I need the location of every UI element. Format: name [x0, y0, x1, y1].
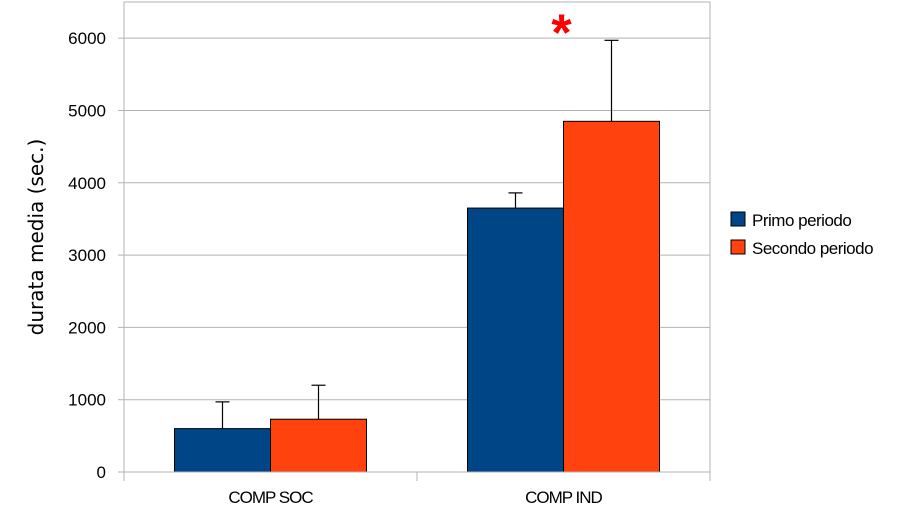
significance-asterisk: *	[551, 4, 572, 62]
bar	[563, 120, 660, 473]
y-tick-label: 2000	[68, 318, 106, 337]
y-tick-label: 1000	[68, 391, 106, 410]
legend-label: Primo periodo	[752, 211, 851, 230]
y-tick-label: 5000	[68, 101, 106, 120]
bar	[270, 418, 367, 473]
legend-swatch	[730, 211, 746, 227]
y-tick-label: 3000	[68, 246, 106, 265]
legend-label: Secondo periodo	[752, 239, 873, 258]
y-tick-label: 6000	[68, 29, 106, 48]
bar	[467, 207, 564, 473]
legend: Primo periodo Secondo periodo	[730, 211, 874, 258]
y-tick-label: 4000	[68, 174, 106, 193]
bar	[174, 428, 271, 473]
x-category-label: COMP SOC	[228, 488, 313, 507]
y-axis-title: durata media (sec.)	[24, 139, 48, 336]
legend-swatch	[730, 239, 746, 255]
error-bars	[215, 39, 619, 429]
y-tick-label: 0	[97, 463, 106, 482]
axes: 0 1000 2000 3000 4000 5000 6000 COMP SOC COMP IN…	[68, 2, 711, 507]
x-category-label: COMP IND	[525, 488, 602, 507]
